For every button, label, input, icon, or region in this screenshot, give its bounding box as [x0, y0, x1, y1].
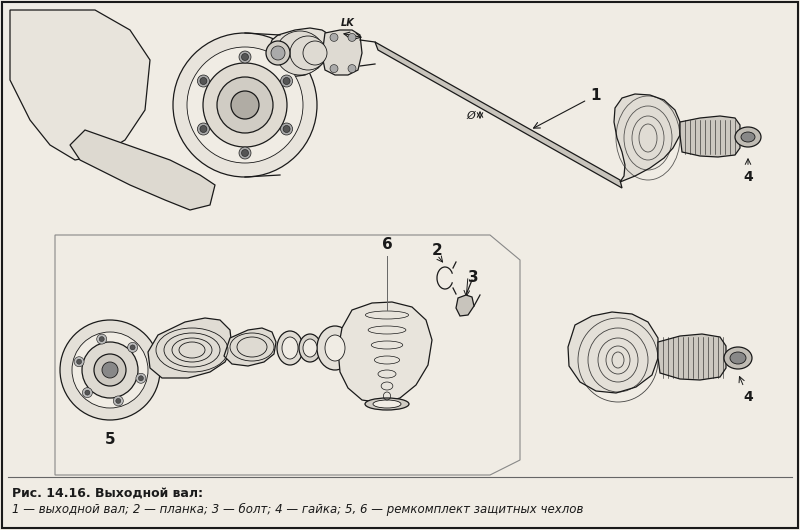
Ellipse shape — [203, 63, 287, 147]
Ellipse shape — [348, 33, 356, 41]
Ellipse shape — [136, 373, 146, 383]
Ellipse shape — [77, 359, 82, 364]
Ellipse shape — [60, 320, 160, 420]
Text: 1: 1 — [534, 88, 601, 128]
Ellipse shape — [281, 123, 293, 135]
Polygon shape — [568, 312, 658, 393]
Ellipse shape — [231, 91, 259, 119]
Ellipse shape — [198, 75, 210, 87]
Polygon shape — [322, 30, 362, 75]
Ellipse shape — [242, 149, 249, 156]
Ellipse shape — [282, 337, 298, 359]
Ellipse shape — [173, 33, 317, 177]
Ellipse shape — [735, 127, 761, 147]
Text: 4: 4 — [743, 159, 753, 184]
Ellipse shape — [198, 123, 210, 135]
Polygon shape — [268, 28, 332, 77]
Ellipse shape — [277, 331, 303, 365]
Polygon shape — [70, 130, 215, 210]
Polygon shape — [614, 94, 680, 182]
Ellipse shape — [85, 390, 90, 395]
Ellipse shape — [217, 77, 273, 133]
Polygon shape — [338, 302, 432, 403]
Ellipse shape — [128, 342, 138, 352]
Ellipse shape — [138, 376, 143, 381]
Ellipse shape — [283, 126, 290, 132]
Polygon shape — [456, 295, 474, 316]
Ellipse shape — [303, 41, 327, 65]
Ellipse shape — [290, 36, 326, 70]
Ellipse shape — [365, 398, 409, 410]
Text: 5: 5 — [105, 432, 115, 447]
Ellipse shape — [317, 326, 353, 370]
Ellipse shape — [730, 352, 746, 364]
Ellipse shape — [97, 334, 106, 344]
Ellipse shape — [276, 31, 324, 75]
Ellipse shape — [72, 332, 148, 408]
Text: 4: 4 — [739, 377, 753, 404]
Ellipse shape — [99, 337, 104, 342]
Ellipse shape — [239, 147, 251, 159]
Ellipse shape — [325, 335, 345, 361]
Text: 2: 2 — [432, 243, 442, 258]
Polygon shape — [680, 116, 740, 157]
Ellipse shape — [330, 33, 338, 41]
Text: Ø: Ø — [466, 111, 475, 121]
Ellipse shape — [266, 41, 290, 65]
Ellipse shape — [741, 132, 755, 142]
Ellipse shape — [130, 345, 135, 350]
Ellipse shape — [239, 51, 251, 63]
Ellipse shape — [330, 65, 338, 73]
Polygon shape — [375, 42, 622, 188]
Ellipse shape — [303, 339, 317, 357]
Ellipse shape — [348, 65, 356, 73]
Ellipse shape — [242, 54, 249, 60]
Text: Рис. 14.16. Выходной вал:: Рис. 14.16. Выходной вал: — [12, 487, 203, 500]
Polygon shape — [658, 334, 726, 380]
Ellipse shape — [724, 347, 752, 369]
Ellipse shape — [281, 75, 293, 87]
Ellipse shape — [283, 77, 290, 84]
Ellipse shape — [373, 400, 401, 408]
Polygon shape — [10, 10, 150, 160]
Text: 3: 3 — [468, 270, 478, 286]
Ellipse shape — [116, 399, 121, 403]
Ellipse shape — [200, 77, 207, 84]
Polygon shape — [224, 328, 276, 366]
Ellipse shape — [200, 126, 207, 132]
Ellipse shape — [271, 46, 285, 60]
Ellipse shape — [94, 354, 126, 386]
Text: 1 — выходной вал; 2 — планка; 3 — болт; 4 — гайка; 5, 6 — ремкомплект защитных ч: 1 — выходной вал; 2 — планка; 3 — болт; … — [12, 503, 583, 516]
Ellipse shape — [114, 396, 123, 406]
Text: 6: 6 — [382, 237, 392, 252]
Text: LK: LK — [341, 18, 355, 28]
Ellipse shape — [82, 387, 92, 398]
Ellipse shape — [299, 334, 321, 362]
Ellipse shape — [102, 362, 118, 378]
Ellipse shape — [82, 342, 138, 398]
Polygon shape — [148, 318, 232, 378]
Ellipse shape — [187, 47, 303, 163]
Ellipse shape — [74, 357, 84, 367]
